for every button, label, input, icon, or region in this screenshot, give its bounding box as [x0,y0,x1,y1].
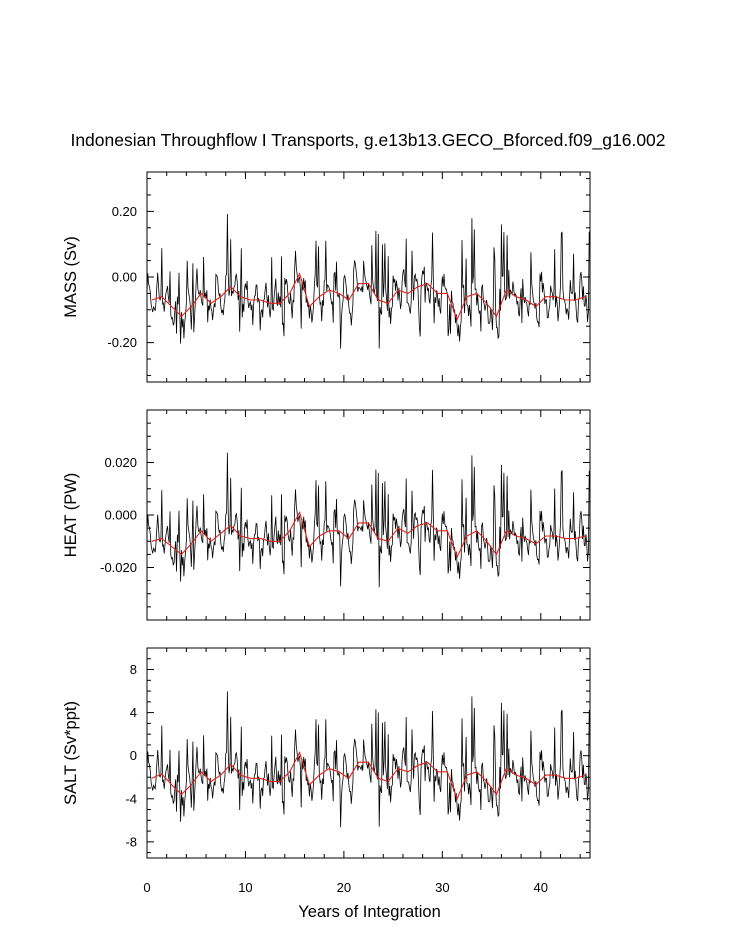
mass-y-tick-label: 0.20 [112,204,137,219]
salt-y-tick-label: -8 [125,834,137,849]
heat-panel: -0.020 0.000 0.020 HEAT (PW) [62,409,591,621]
x-tick-label: 30 [435,880,449,895]
x-axis-label: Years of Integration [298,903,441,921]
salt-y-tick-label: 4 [130,705,137,720]
heat-y-tick-label: -0.020 [100,560,137,575]
salt-y-tick-label: 8 [130,662,137,677]
salt-y-tick-label: 0 [130,748,137,763]
heat-plot-frame [146,409,591,621]
heat-y-tick-label: 0.000 [104,508,137,523]
mass-y-tick-label: 0.00 [112,270,137,285]
x-tick-label: 0 [143,880,150,895]
mass-y-tick-label: -0.20 [107,335,137,350]
mass-plot-frame [146,171,591,383]
salt-y-axis-label: SALT (Sv*ppt) [62,701,80,805]
salt-annual-mean-series [151,751,586,801]
x-tick-label: 20 [337,880,351,895]
salt-monthly-series [147,691,590,828]
chart-title: Indonesian Throughflow I Transports, g.e… [70,130,665,151]
x-tick-label: 10 [238,880,252,895]
salt-plot-frame [146,647,591,859]
heat-y-tick-label: 0.020 [104,455,137,470]
heat-monthly-series [147,452,590,588]
heat-annual-mean-series [151,510,586,559]
salt-y-tick-label: -4 [125,791,137,806]
heat-y-axis-label: HEAT (PW) [62,473,80,558]
mass-y-axis-label: MASS (Sv) [62,236,80,318]
salt-panel: -8 -4 0 4 8 SALT (Sv*ppt) 0 10 20 30 40 Years of In… [62,647,591,921]
mass-panel: -0.20 0.00 0.20 MASS (Sv) [62,171,591,383]
x-tick-label: 40 [534,880,548,895]
mass-monthly-series [147,213,590,349]
mass-annual-mean-series [151,272,586,322]
